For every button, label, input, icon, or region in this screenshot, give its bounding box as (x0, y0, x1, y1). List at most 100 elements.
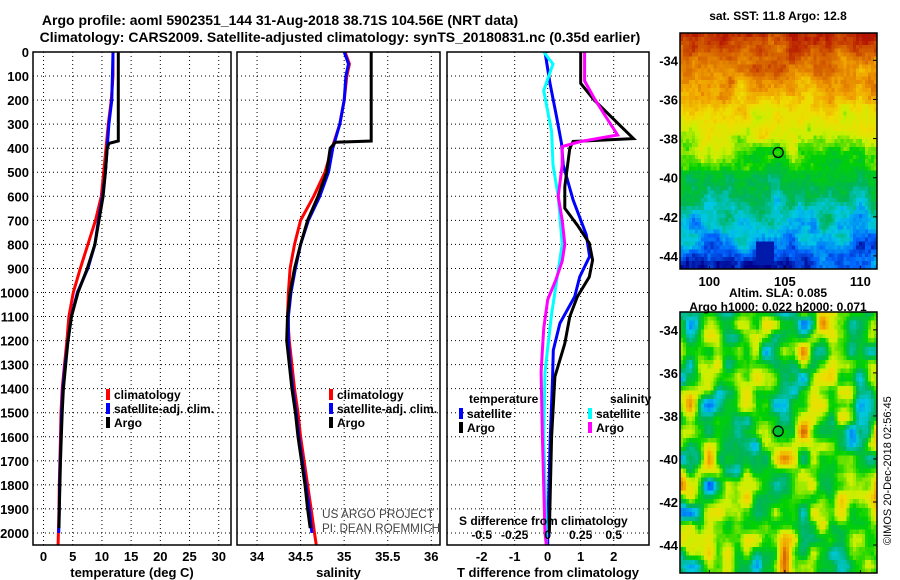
y-tick-label: 1700 (0, 454, 29, 469)
argo-position-marker (772, 425, 784, 437)
sst-map-panel: sat. SST: 11.8 Argo: 12.8 -34 -36 -38 -40 -42… (659, 9, 878, 289)
legend-label: satellite (467, 407, 512, 421)
y-tick-label: 500 (7, 165, 29, 180)
y-tick-label: 600 (7, 189, 29, 204)
legend-group-title: salinity (610, 392, 652, 406)
difference-panel: -2 -1 0 1 2T difference from climatology temp… (446, 51, 652, 580)
y-tick-label: 1200 (0, 334, 29, 349)
x-tick-label: 35 (337, 549, 351, 564)
salinity-panel: 34 34.5 35 35.5 36 salinity climatologysatelli… (236, 51, 441, 580)
legend-label: satellite (596, 407, 641, 421)
legend-marker (459, 408, 463, 419)
x-tick-label: 15 (124, 549, 138, 564)
y-tick-label: 1100 (1, 310, 29, 325)
sla-map-image (680, 312, 877, 573)
y-tick-label: 1000 (0, 285, 29, 300)
x-tick-label: 35.5 (375, 549, 400, 564)
figure-title-line1: Argo profile: aoml 5902351_144 31-Aug-20… (42, 12, 518, 28)
lat-tick-label: -34 (659, 323, 679, 338)
argo-position-marker (772, 146, 784, 159)
legend-group-title: temperature (469, 392, 539, 406)
lon-tick-label: 100 (698, 578, 720, 580)
y-tick-label: 800 (7, 237, 29, 252)
lat-tick-label: -36 (659, 92, 678, 107)
x-tick-label: 2 (610, 549, 617, 564)
lat-tick-label: -40 (659, 452, 678, 467)
lat-tick-label: -34 (659, 53, 679, 68)
map-frame (679, 311, 878, 574)
y-tick-label: 2000 (0, 526, 29, 541)
legend-marker (588, 408, 592, 419)
series-salinity-satellite (542, 51, 564, 545)
lat-tick-label: -44 (659, 249, 679, 264)
legend-marker (459, 422, 463, 433)
lat-tick-label: -36 (659, 366, 678, 381)
y-tick-label: 1300 (0, 358, 29, 373)
lat-tick-label: -44 (659, 538, 679, 553)
x-tick-label: 0 (40, 549, 47, 564)
figure-title-line2: Climatology: CARS2009. Satellite-adjuste… (40, 29, 641, 45)
x-tick-label: -1 (509, 549, 521, 564)
credit-project: US ARGO PROJECT (322, 507, 435, 521)
y-tick-label: 200 (7, 93, 29, 108)
series-salinity-argo (539, 52, 621, 546)
y-tick-label: 0 (22, 45, 29, 60)
map-frame (679, 32, 878, 270)
s-axis-label: S difference from climatology (459, 514, 628, 528)
s-tick-label: 0.25 (569, 528, 593, 542)
lon-tick-label: 110 (850, 274, 871, 289)
axes-frame (32, 51, 232, 546)
series-temperature-argo (547, 52, 638, 534)
x-axis-label: temperature (deg C) (70, 565, 194, 580)
series-temperature-satellite (543, 51, 592, 545)
y-tick-label: 700 (7, 213, 29, 228)
lat-tick-label: -40 (659, 171, 678, 186)
legend-label: climatology (114, 388, 181, 402)
s-tick-label: 0.5 (605, 528, 622, 542)
lon-tick-label: 105 (774, 578, 796, 580)
legend-marker (106, 403, 110, 414)
legend-label: satellite-adj. clim. (337, 402, 437, 416)
lat-tick-label: -42 (659, 210, 678, 225)
x-tick-label: 25 (182, 549, 196, 564)
y-tick-label: 400 (7, 141, 29, 156)
y-tick-label: 1800 (0, 478, 29, 493)
x-tick-label: 34 (250, 549, 265, 564)
legend-marker (106, 417, 110, 428)
x-tick-label: 5 (69, 549, 76, 564)
legend-label: climatology (337, 388, 404, 402)
y-tick-label: 1500 (0, 406, 29, 421)
lat-tick-label: -38 (659, 132, 678, 147)
legend-label: Argo (114, 416, 142, 430)
s-tick-label: -0.25 (501, 528, 529, 542)
copyright-timestamp: ©IMOS 20-Dec-2018 02:56:45 (882, 396, 894, 545)
legend-marker (106, 389, 110, 400)
legend-marker (329, 417, 333, 428)
x-axis-label: T difference from climatology (457, 565, 640, 580)
y-tick-label: 100 (7, 69, 29, 84)
series-argo (285, 52, 373, 529)
y-tick-label: 1600 (0, 430, 29, 445)
y-tick-label: 1400 (0, 382, 29, 397)
legend-label: Argo (596, 421, 624, 435)
x-tick-label: -2 (476, 549, 488, 564)
s-tick-label: -0.5 (471, 528, 492, 542)
y-tick-label: 1900 (0, 502, 29, 517)
series-climatology (56, 52, 115, 546)
axes-frame (236, 51, 441, 546)
x-tick-label: 36 (424, 549, 438, 564)
x-tick-label: 20 (153, 549, 167, 564)
lat-tick-label: -42 (659, 495, 678, 510)
axes-frame (446, 51, 650, 546)
legend-label: Argo (337, 416, 365, 430)
legend-label: satellite-adj. clim. (114, 402, 214, 416)
x-tick-label: 34.5 (288, 549, 313, 564)
s-tick-label: 0 (544, 528, 551, 542)
lon-tick-label: 100 (698, 274, 720, 289)
x-tick-label: 0 (544, 549, 551, 564)
legend-marker (329, 389, 333, 400)
x-axis-label: salinity (316, 565, 362, 580)
credit-pi: PI: DEAN ROEMMICH (322, 521, 440, 535)
